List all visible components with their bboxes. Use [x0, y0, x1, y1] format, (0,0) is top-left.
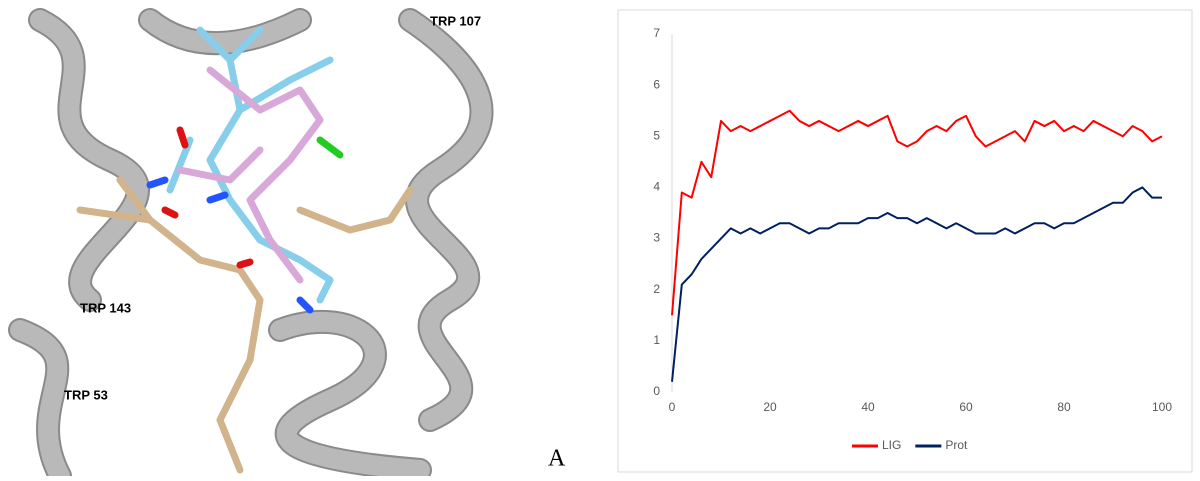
x-tick-label: 60: [959, 400, 973, 414]
y-tick-label: 2: [653, 282, 660, 296]
ribbon: [30, 10, 148, 310]
data-line: [671, 109, 1163, 316]
x-tick-label: 0: [669, 400, 676, 414]
molecule-image: TRP 107 TRP 143 TRP 53: [8, 8, 540, 481]
ribbon: [140, 10, 310, 54]
legend-label: LIG: [882, 438, 901, 452]
ribbon: [400, 10, 492, 430]
ligand-sticks: [76, 176, 414, 474]
x-tick-label: 80: [1057, 400, 1071, 414]
y-tick-label: 6: [653, 77, 660, 91]
x-tick-label: 100: [1152, 400, 1172, 414]
ligand-sticks: [176, 66, 324, 284]
y-tick-label: 5: [653, 128, 660, 142]
residue-label: TRP 53: [64, 387, 108, 402]
residue-label: TRP 143: [80, 300, 131, 315]
ribbon: [270, 311, 430, 480]
legend-label: Prot: [945, 438, 968, 452]
x-tick-label: 20: [763, 400, 777, 414]
data-line: [671, 186, 1162, 382]
ribbon: [10, 320, 70, 481]
atom-sticks: [161, 126, 254, 269]
atom-sticks: [316, 136, 344, 159]
residue-label: TRP 107: [430, 13, 481, 28]
y-tick-label: 0: [653, 384, 660, 398]
chart-frame: [617, 9, 1193, 473]
panel-letter: A: [548, 446, 566, 472]
y-tick-label: 3: [653, 231, 660, 245]
y-tick-label: 1: [653, 333, 660, 347]
atom-sticks: [146, 176, 314, 314]
y-tick-label: 4: [653, 180, 660, 194]
x-tick-label: 40: [861, 400, 875, 414]
ligand-sticks: [166, 26, 334, 304]
y-tick-label: 7: [653, 26, 660, 40]
